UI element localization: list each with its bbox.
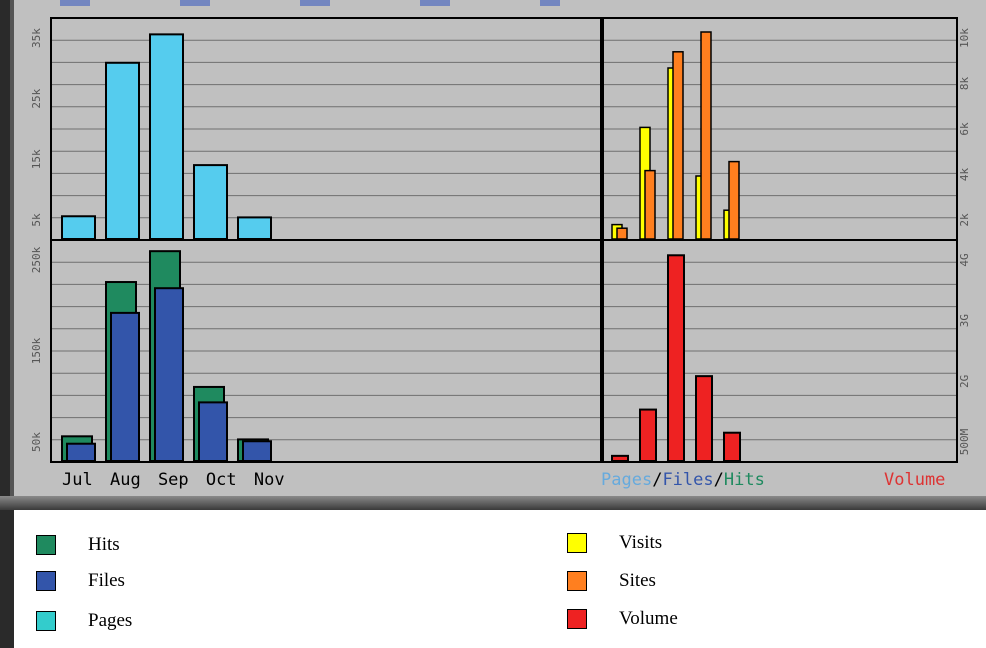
- top-strip: [60, 0, 560, 6]
- legend-swatch: [36, 611, 56, 631]
- legend-label: Files: [88, 570, 125, 591]
- legend-item-files: Files: [36, 570, 125, 592]
- legend-item-volume: Volume: [567, 608, 678, 630]
- legend-item-pages: Pages: [36, 610, 132, 632]
- bar-sites: [728, 160, 740, 240]
- bar-files: [198, 401, 228, 462]
- legend-label: Sites: [619, 570, 656, 591]
- y-tick-label: 2k: [958, 213, 971, 227]
- y-tick-label: 6k: [958, 122, 971, 136]
- bar-pages: [61, 215, 96, 240]
- bar-pages: [149, 33, 184, 240]
- bar-files: [154, 287, 184, 463]
- y-tick-label: 10k: [958, 28, 971, 48]
- bar-volume: [695, 375, 713, 462]
- frame-bottom-border: [0, 496, 986, 510]
- bar-pages: [105, 61, 140, 240]
- hits-files-panel: 50k 150k 250k: [30, 239, 602, 463]
- usage-chart: 5k 15k 25k 35k 50k 150k 250k 2k 4k 6k 8k 10k 500M…: [30, 17, 971, 463]
- month-label: Sep: [157, 470, 189, 490]
- bar-sites: [616, 227, 628, 240]
- y-tick-label: 15k: [30, 149, 43, 169]
- bar-volume: [667, 254, 685, 462]
- y-tick-label: 8k: [958, 77, 971, 91]
- pages-panel: 5k 15k 25k 35k: [30, 17, 602, 241]
- y-tick-label: 50k: [30, 432, 43, 452]
- bar-volume: [723, 431, 741, 463]
- caption-volume: Volume: [884, 470, 946, 490]
- series-caption: Pages/Files/Hits: [601, 470, 765, 490]
- y-tick-label: 3G: [958, 314, 971, 327]
- y-tick-label: 2G: [958, 375, 971, 388]
- bar-sites: [700, 31, 712, 240]
- caption-pages: Pages: [601, 470, 653, 490]
- y-tick-label: 4k: [958, 168, 971, 182]
- bar-files: [66, 442, 96, 463]
- legend-swatch: [36, 535, 56, 555]
- y-tick-label: 25k: [30, 88, 43, 108]
- frame-left-inner: [10, 0, 14, 510]
- y-tick-label: 250k: [30, 246, 43, 273]
- month-label: Nov: [253, 470, 285, 490]
- legend-label: Hits: [88, 534, 120, 555]
- visits-sites-panel: 2k 4k 6k 8k 10k: [602, 17, 971, 241]
- y-tick-label: 35k: [30, 28, 43, 48]
- legend-label: Visits: [619, 532, 663, 553]
- bar-pages: [193, 164, 228, 241]
- legend-swatch: [567, 571, 587, 591]
- legend-swatch: [567, 609, 587, 629]
- legend: Hits Files Pages Visits Sites Volume: [0, 512, 986, 648]
- bar-volume: [639, 408, 657, 463]
- legend-item-hits: Hits: [36, 534, 120, 556]
- bar-pages: [237, 216, 272, 240]
- bar-sites: [644, 169, 656, 240]
- caption-slash: /: [713, 470, 724, 490]
- legend-item-sites: Sites: [567, 570, 656, 592]
- month-label: Oct: [205, 470, 237, 490]
- y-tick-label: 150k: [30, 337, 43, 364]
- bar-volume: [611, 454, 629, 463]
- y-tick-label: 4G: [958, 253, 971, 266]
- month-label: Aug: [109, 470, 141, 490]
- caption-files: Files: [662, 470, 714, 490]
- y-tick-label: 5k: [30, 213, 43, 227]
- legend-label: Pages: [88, 610, 133, 631]
- y-tick-label: 500M: [958, 428, 971, 455]
- x-axis-months: Jul Aug Sep Oct Nov: [62, 470, 292, 490]
- month-label: Jul: [62, 470, 93, 490]
- caption-hits: Hits: [723, 470, 765, 490]
- legend-item-visits: Visits: [567, 532, 662, 554]
- legend-swatch: [567, 533, 587, 553]
- legend-swatch: [36, 571, 56, 591]
- bar-files: [242, 440, 272, 463]
- caption-slash: /: [652, 470, 663, 490]
- legend-label: Volume: [619, 608, 678, 629]
- volume-panel: 500M 2G 3G 4G: [602, 239, 971, 463]
- bar-sites: [672, 51, 684, 240]
- bar-files: [110, 311, 140, 462]
